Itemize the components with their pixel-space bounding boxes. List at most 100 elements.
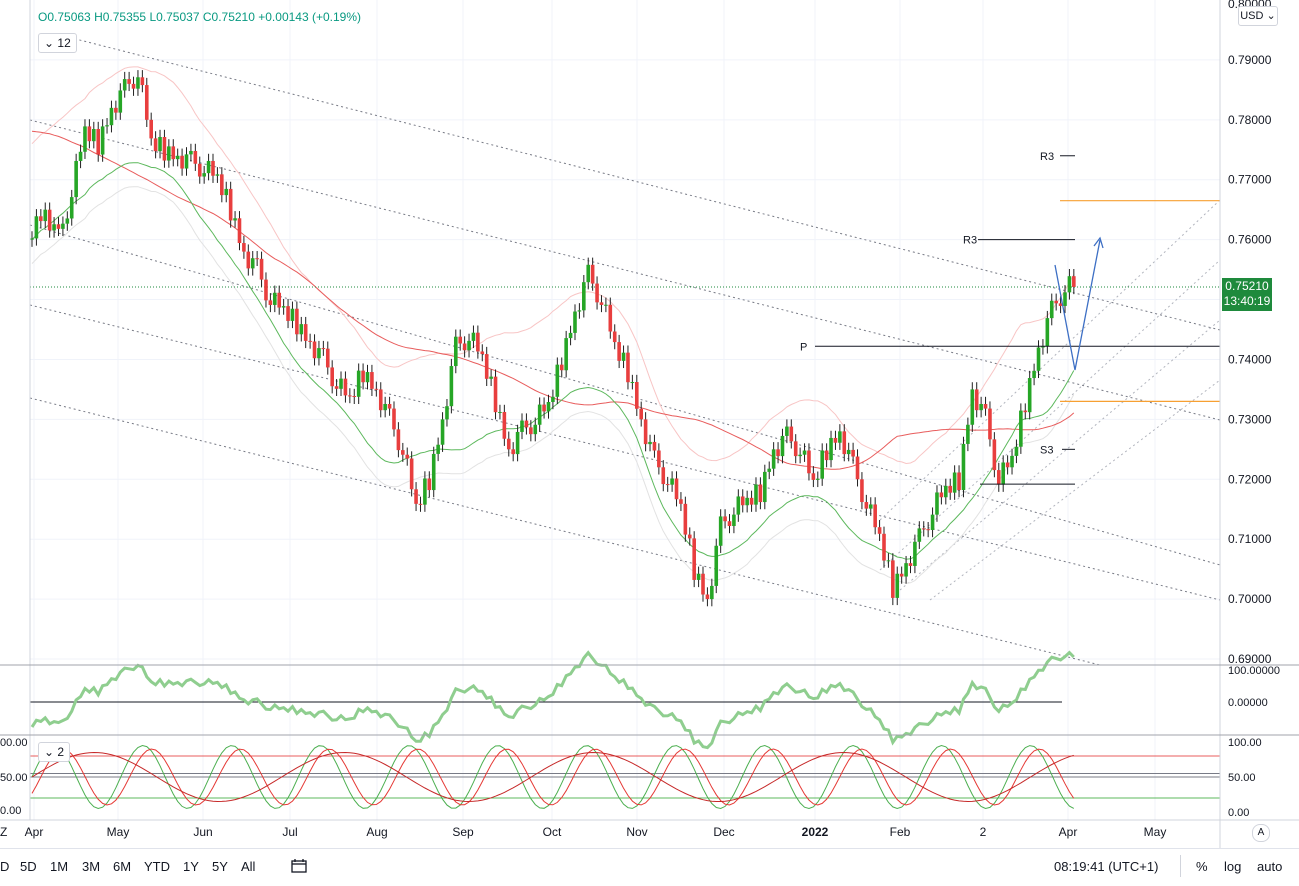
main-indicator-badge[interactable]: ⌄ 12 — [38, 33, 77, 53]
y-tick-label: 0.72000 — [1228, 472, 1272, 486]
candle-body — [52, 224, 56, 231]
candle-body — [634, 382, 639, 409]
osc-indicator-badge[interactable]: ⌄ 2 — [38, 742, 71, 762]
tf-all[interactable]: All — [241, 859, 256, 874]
candle-body — [891, 560, 895, 598]
auto-scale-button[interactable]: A — [1252, 824, 1270, 842]
y-tick-label: 0.76000 — [1228, 233, 1272, 247]
candle-body — [462, 343, 467, 351]
chart-canvas[interactable]: R3 R3 P S3 100.00000 0.00000 100.00 50.00 0.00 0… — [0, 0, 1299, 848]
candle-body — [259, 258, 264, 280]
candle-body — [674, 478, 679, 500]
osc2-left-tick: 0.00 — [0, 805, 21, 817]
channel-line — [29, 304, 1221, 601]
candle-body — [325, 348, 330, 368]
candle-body — [343, 378, 348, 396]
log-button[interactable]: log — [1224, 859, 1242, 874]
tf-5d[interactable]: 5D — [20, 859, 37, 874]
x-tick-label: 2 — [980, 825, 987, 839]
candle-body — [356, 370, 361, 397]
candle-body — [414, 489, 418, 504]
percent-button[interactable]: % — [1196, 859, 1208, 874]
candle-body — [445, 406, 449, 420]
candle-body — [917, 528, 922, 542]
candle-body — [334, 386, 339, 389]
y-tick-label: 0.78000 — [1228, 113, 1272, 127]
tf-d[interactable]: D — [0, 859, 10, 874]
candle-body — [754, 484, 758, 505]
currency-select[interactable]: USD ⌄ — [1238, 6, 1278, 26]
candle-body — [506, 438, 511, 450]
candle-body — [714, 545, 719, 586]
candle-body — [590, 264, 595, 284]
osc2-left-tick: 00.00 — [0, 737, 28, 749]
candle-body — [272, 292, 277, 305]
candle-body — [167, 146, 171, 161]
projection-path — [1054, 236, 1104, 371]
candle-body — [763, 471, 767, 503]
pivot-label: S3 — [1040, 444, 1053, 456]
candle-body — [957, 472, 961, 491]
y-tick-label: 0.69000 — [1228, 652, 1272, 666]
candle-body — [966, 424, 970, 444]
tf-6m[interactable]: 6M — [113, 859, 132, 874]
tf-3m[interactable]: 3M — [82, 859, 101, 874]
candle-body — [630, 382, 635, 384]
candle-body — [61, 223, 65, 229]
tf-1m[interactable]: 1M — [50, 859, 69, 874]
candle-body — [564, 338, 568, 371]
x-tick-label: 2022 — [802, 825, 829, 839]
tf-ytd[interactable]: YTD — [144, 859, 170, 874]
candle-body — [745, 497, 749, 506]
candle-body — [197, 163, 202, 177]
candle-body — [683, 503, 688, 535]
ohlc-readout: O0.75063 H0.75355 L0.75037 C0.75210 +0.0… — [38, 10, 361, 24]
candle-body — [39, 216, 43, 222]
candle-body — [180, 155, 184, 169]
candle-body — [992, 439, 997, 471]
candle-body — [974, 389, 979, 411]
tf-1y[interactable]: 1Y — [183, 859, 199, 874]
candle-body — [520, 420, 524, 432]
candle-body — [409, 458, 414, 490]
date-range-icon[interactable] — [290, 858, 308, 874]
divider — [1180, 855, 1181, 877]
candle-body — [524, 420, 529, 428]
candle-body — [1036, 347, 1041, 371]
fan-line — [899, 319, 1221, 591]
candle-body — [206, 160, 211, 174]
candle-body — [559, 364, 564, 371]
candle-body — [555, 364, 560, 397]
candle-body — [820, 450, 825, 479]
candle-body — [780, 435, 785, 457]
x-tick-label: Nov — [626, 825, 647, 839]
stoch-k — [31, 744, 1075, 810]
channel-line — [29, 397, 1101, 666]
candle-body — [727, 521, 732, 527]
tf-5y[interactable]: 5Y — [212, 859, 228, 874]
candle-body — [431, 453, 436, 491]
candle-body — [83, 126, 87, 152]
pivot-label: R3 — [963, 235, 977, 247]
candle-body — [127, 79, 131, 84]
osc1-line — [30, 650, 1075, 750]
candle-body — [1067, 276, 1072, 293]
osc2-tick: 100.00 — [1228, 737, 1262, 749]
osc2-left-tick: 50.00 — [0, 772, 28, 784]
candle-body — [983, 403, 988, 409]
candle-body — [617, 342, 621, 361]
candle-body — [705, 594, 710, 600]
candle-body — [573, 311, 577, 333]
candle-body — [771, 449, 776, 469]
x-tick-label: Oct — [543, 825, 562, 839]
y-tick-label: 0.74000 — [1228, 352, 1272, 366]
candle-body — [489, 376, 493, 379]
auto-button[interactable]: auto — [1257, 859, 1283, 874]
candle-body — [418, 503, 423, 505]
x-tick-label: Jun — [193, 825, 212, 839]
candle-body — [484, 354, 489, 379]
candle-body — [710, 585, 714, 600]
candle-body — [303, 324, 308, 341]
candle-body — [776, 449, 780, 457]
